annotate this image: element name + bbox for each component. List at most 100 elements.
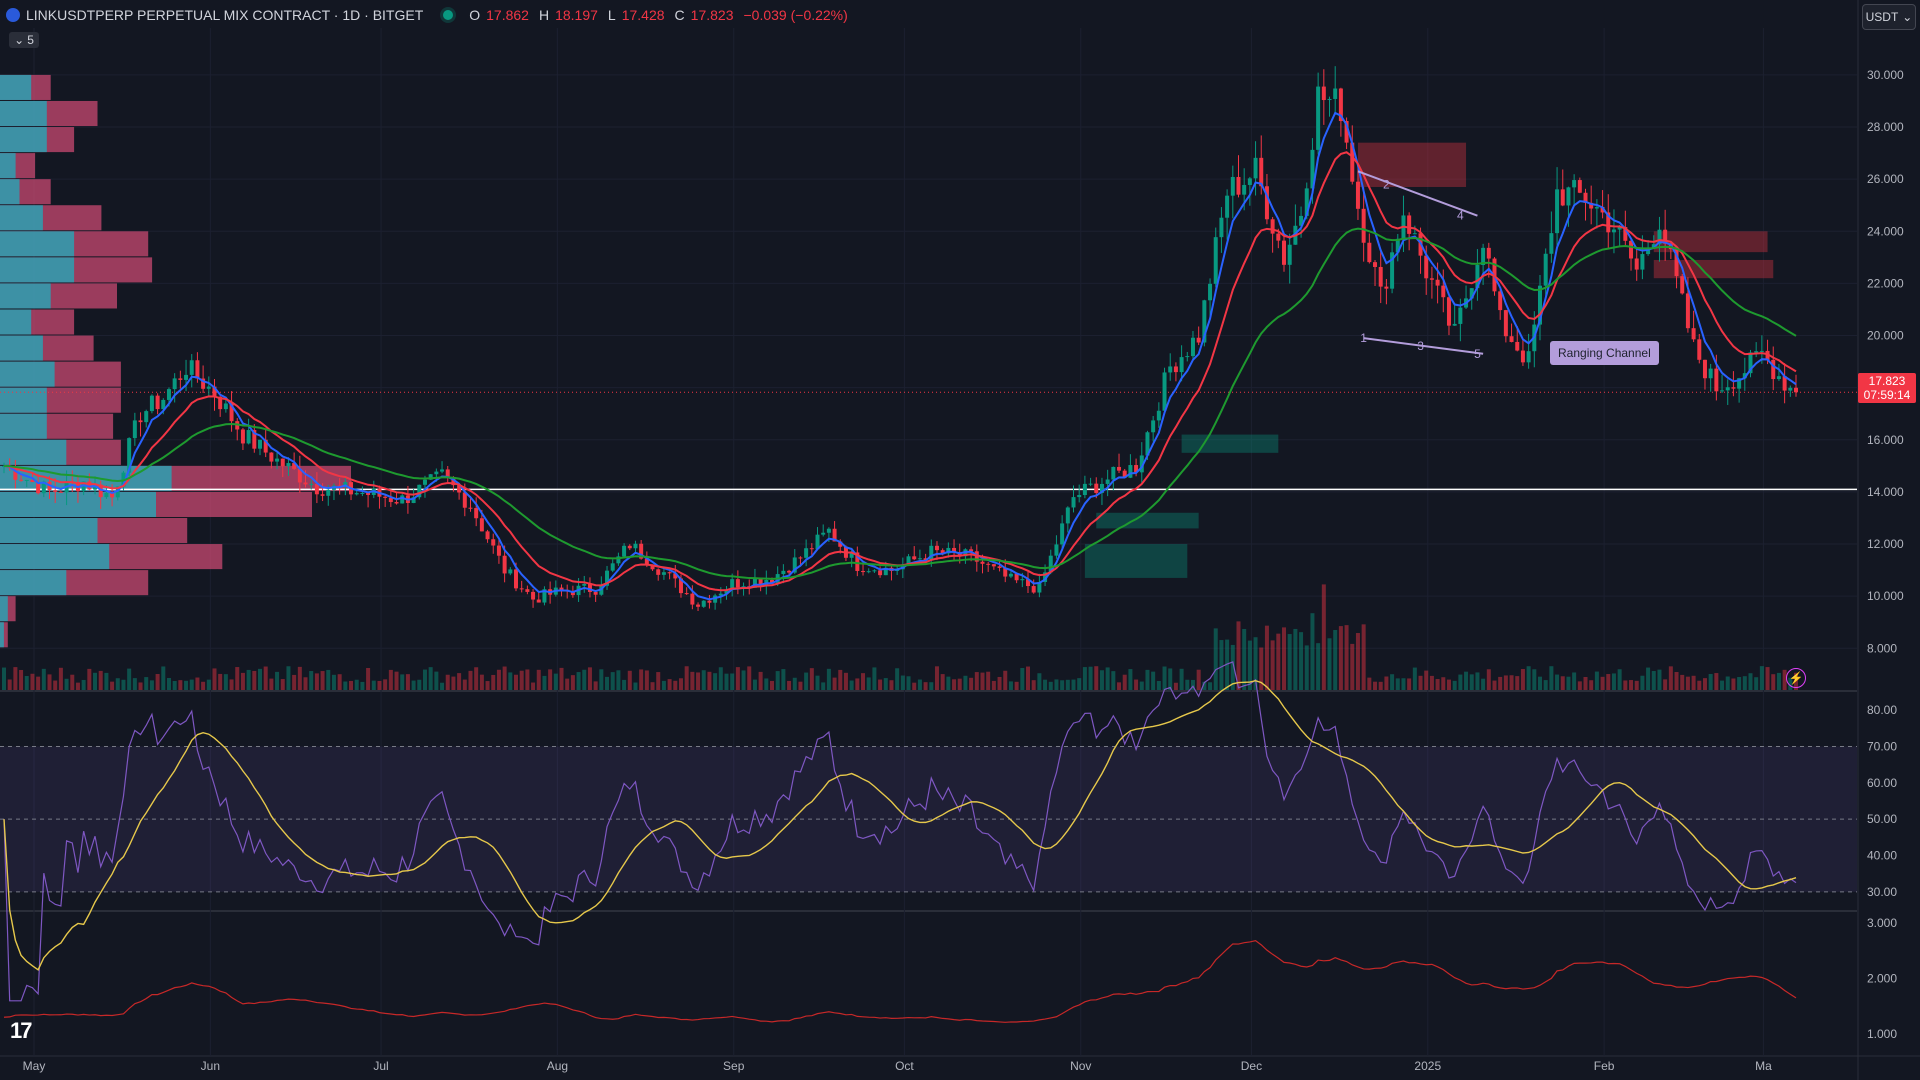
- ranging-channel-label[interactable]: Ranging Channel: [1550, 341, 1659, 365]
- volume-bar: [485, 681, 490, 690]
- candle-body: [1407, 215, 1412, 234]
- candle-body: [1606, 212, 1611, 233]
- symbol-title[interactable]: LINKUSDTPERP PERPETUAL MIX CONTRACT · 1D…: [26, 7, 424, 23]
- candle-body: [263, 439, 268, 453]
- volume-bar: [1304, 645, 1309, 690]
- candle-body: [1691, 328, 1696, 340]
- volume-bar: [93, 672, 98, 690]
- candle-body: [684, 593, 689, 595]
- volume-bar: [1037, 673, 1042, 690]
- volume-bar: [1031, 680, 1036, 690]
- volume-bar: [1122, 674, 1127, 690]
- candle-body: [593, 591, 598, 595]
- volume-bar: [519, 670, 524, 690]
- candle-body: [1708, 368, 1713, 379]
- vp-bar-up: [0, 517, 98, 544]
- candle-body: [275, 458, 280, 462]
- channel-point-label: 3: [1417, 339, 1424, 353]
- currency-selector[interactable]: USDT ⌄: [1862, 4, 1916, 30]
- candle-body: [974, 551, 979, 562]
- volume-bar: [684, 666, 689, 690]
- volume-bar: [1663, 679, 1668, 690]
- candle-body: [445, 469, 450, 478]
- third-pane-tick-label: 2.000: [1867, 971, 1897, 985]
- candle-body: [1122, 470, 1127, 478]
- candle-body: [502, 555, 507, 574]
- candle-body: [1350, 142, 1355, 182]
- vp-bar-up: [0, 387, 47, 413]
- candle-body: [1151, 420, 1156, 433]
- third-pane-line: [3, 939, 1797, 1023]
- volume-bar: [713, 673, 718, 690]
- volume-bar: [1429, 675, 1434, 690]
- lightning-icon[interactable]: ⚡: [1786, 668, 1806, 688]
- candle-body: [1367, 242, 1372, 263]
- volume-bar: [1424, 670, 1429, 690]
- candle-body: [491, 539, 496, 546]
- time-tick-label: Ma: [1755, 1059, 1772, 1073]
- volume-bar: [1572, 672, 1577, 690]
- vp-bar-up: [0, 413, 47, 439]
- channel-lower-line: [1363, 337, 1484, 355]
- volume-bar: [405, 674, 410, 690]
- volume-bar: [1395, 678, 1400, 690]
- volume-bar: [997, 676, 1002, 690]
- volume-bar: [770, 680, 774, 690]
- volume-bar: [735, 667, 740, 690]
- volume-bar: [1702, 678, 1707, 690]
- volume-bar: [417, 679, 422, 690]
- candle-body: [434, 471, 439, 475]
- volume-bar: [246, 669, 251, 690]
- candle-body: [1077, 495, 1082, 498]
- time-tick-label: Feb: [1594, 1059, 1615, 1073]
- candle-body: [639, 543, 644, 559]
- volume-bar: [195, 677, 200, 690]
- volume-bar: [1509, 675, 1514, 690]
- candle-body: [1748, 352, 1753, 374]
- volume-bar: [1367, 677, 1372, 690]
- volume-bar: [696, 672, 701, 690]
- volume-bar: [1378, 681, 1383, 690]
- candle-body: [929, 545, 934, 561]
- time-tick-label: Sep: [723, 1059, 745, 1073]
- candle-body: [1395, 238, 1400, 253]
- volume-bar: [764, 678, 769, 690]
- candle-body: [1355, 181, 1360, 209]
- volume-bar: [337, 674, 342, 690]
- candle-body: [849, 552, 854, 558]
- candle-body: [1048, 555, 1053, 573]
- volume-bar: [138, 682, 143, 690]
- volume-bar: [1259, 647, 1264, 690]
- volume-bar: [1156, 680, 1161, 690]
- volume-bar: [36, 676, 41, 690]
- candle-body: [178, 378, 183, 380]
- vp-bar-up: [0, 309, 32, 335]
- volume-bar: [855, 678, 860, 690]
- candle-body: [1378, 266, 1383, 287]
- volume-bar: [1617, 669, 1622, 690]
- demand-zone: [1084, 544, 1188, 578]
- volume-bar: [787, 680, 792, 690]
- volume-bar: [991, 680, 996, 690]
- volume-bar: [110, 681, 115, 690]
- volume-bar: [969, 677, 974, 690]
- candle-body: [1139, 455, 1144, 473]
- volume-bar: [144, 677, 149, 690]
- candle-body: [1623, 227, 1628, 241]
- volume-bar: [934, 666, 939, 690]
- volume-bar: [701, 670, 706, 690]
- candle-body: [1105, 479, 1110, 484]
- volume-bar: [644, 670, 649, 690]
- candle-body: [1299, 215, 1304, 226]
- candle-body: [144, 411, 149, 423]
- candle-body: [633, 543, 638, 549]
- candle-body: [1555, 189, 1560, 234]
- close-value: 17.823: [690, 7, 734, 23]
- volume-bar: [1543, 680, 1548, 690]
- volume-bar: [98, 670, 103, 690]
- volume-profile-toggle[interactable]: ⌄ 5: [9, 32, 39, 48]
- candle-body: [690, 593, 695, 605]
- volume-bar: [639, 669, 644, 690]
- candle-body: [1037, 582, 1042, 593]
